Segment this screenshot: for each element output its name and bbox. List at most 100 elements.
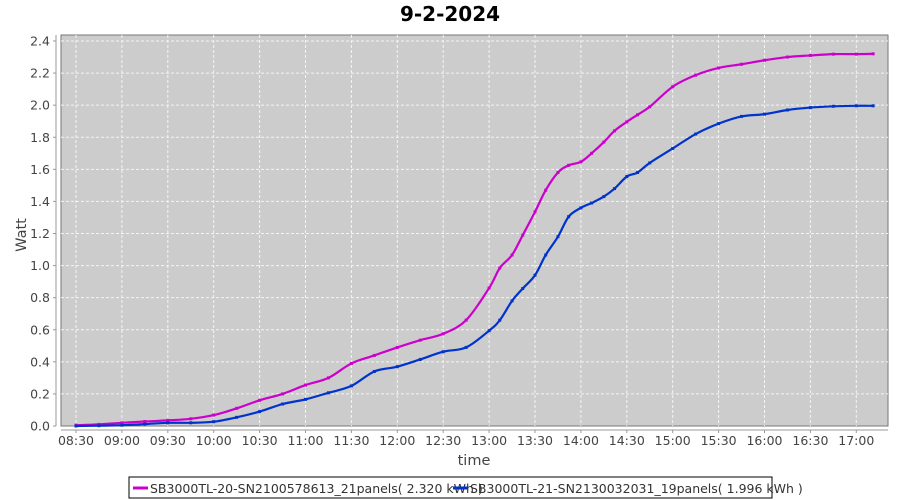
- data-point-series-1: [636, 113, 640, 117]
- data-point-series-2: [740, 114, 744, 118]
- y-tick-label: 1.6: [30, 162, 50, 177]
- data-point-series-1: [464, 318, 468, 322]
- x-tick-label: 12:00: [379, 433, 415, 448]
- data-point-series-2: [556, 235, 560, 239]
- data-point-series-2: [636, 171, 640, 175]
- x-axis: 08:30 09:00 09:30 10:00 10:30 11:00 11:30 12:00…: [58, 429, 888, 448]
- data-point-series-1: [579, 160, 583, 164]
- data-point-series-1: [544, 188, 548, 192]
- y-tick-label: 2.2: [30, 66, 50, 81]
- data-point-series-2: [372, 369, 376, 373]
- data-point-series-2: [487, 329, 491, 333]
- data-point-series-1: [143, 420, 147, 424]
- y-tick-label: 2.4: [30, 34, 50, 49]
- data-point-series-1: [166, 418, 170, 422]
- data-point-series-2: [533, 273, 537, 277]
- x-axis-label: time: [458, 453, 491, 469]
- x-tick-label: 15:00: [655, 433, 691, 448]
- y-tick-label: 0.8: [30, 290, 50, 305]
- data-point-series-1: [602, 140, 606, 144]
- x-tick-label: 15:30: [701, 433, 737, 448]
- data-point-series-2: [579, 206, 583, 210]
- data-point-series-1: [441, 332, 445, 336]
- data-point-series-1: [372, 353, 376, 357]
- data-point-series-2: [189, 421, 193, 425]
- x-tick-label: 17:00: [838, 433, 874, 448]
- data-point-series-1: [487, 286, 491, 290]
- data-point-series-2: [567, 215, 571, 219]
- y-tick-label: 0.4: [30, 354, 50, 369]
- x-tick-label: 11:30: [333, 433, 369, 448]
- x-tick-label: 16:00: [746, 433, 782, 448]
- x-tick-label: 13:30: [517, 433, 553, 448]
- data-point-series-2: [590, 201, 594, 205]
- y-tick-label: 1.2: [30, 226, 50, 241]
- data-point-series-1: [212, 413, 216, 417]
- data-point-series-1: [258, 398, 262, 402]
- x-tick-label: 12:30: [425, 433, 461, 448]
- data-point-series-2: [854, 104, 858, 108]
- data-point-series-1: [625, 120, 629, 124]
- data-point-series-2: [418, 357, 422, 361]
- data-point-series-2: [441, 350, 445, 354]
- data-point-series-2: [258, 410, 262, 414]
- data-point-series-2: [464, 345, 468, 349]
- x-tick-label: 09:30: [150, 433, 186, 448]
- data-point-series-1: [808, 53, 812, 57]
- data-point-series-2: [166, 421, 170, 425]
- data-point-series-1: [740, 62, 744, 66]
- y-tick-label: 0.0: [30, 419, 50, 434]
- data-point-series-1: [304, 383, 307, 387]
- y-axis-label: Watt: [14, 218, 30, 252]
- data-point-series-1: [671, 85, 675, 89]
- data-point-series-1: [533, 210, 537, 214]
- data-point-series-1: [613, 129, 617, 133]
- data-point-series-2: [97, 424, 101, 428]
- y-axis: 0.0 0.2 0.4 0.6 0.8 1.0 1.2 1.4 1.6 1.8 2.0 2.2 2.4: [30, 34, 57, 434]
- data-point-series-1: [871, 52, 875, 56]
- data-point-series-2: [763, 112, 766, 116]
- data-point-series-2: [510, 299, 514, 303]
- x-tick-label: 09:00: [104, 433, 140, 448]
- data-point-series-2: [235, 415, 239, 419]
- data-point-series-1: [189, 417, 193, 421]
- x-tick-label: 11:00: [287, 433, 323, 448]
- data-point-series-2: [281, 402, 285, 406]
- grid: [61, 35, 888, 426]
- data-point-series-2: [871, 104, 875, 108]
- data-point-series-1: [281, 392, 285, 396]
- data-point-series-1: [326, 376, 330, 380]
- data-point-series-2: [602, 195, 606, 199]
- data-point-series-2: [544, 253, 548, 257]
- data-point-series-1: [556, 171, 560, 175]
- data-point-series-1: [567, 163, 571, 167]
- data-point-series-2: [212, 420, 216, 424]
- data-point-series-2: [521, 287, 525, 291]
- x-tick-label: 10:30: [242, 433, 278, 448]
- data-point-series-2: [349, 384, 353, 388]
- data-point-series-1: [590, 151, 594, 155]
- data-point-series-1: [235, 406, 239, 410]
- data-point-series-1: [854, 52, 858, 56]
- chart-title: 9-2-2024: [400, 2, 500, 26]
- x-tick-label: 14:30: [609, 433, 645, 448]
- data-point-series-2: [648, 161, 652, 165]
- data-point-series-1: [521, 233, 525, 237]
- data-point-series-2: [831, 104, 835, 108]
- legend: [128, 476, 773, 499]
- plot-area: [60, 34, 889, 427]
- data-point-series-1: [763, 58, 766, 62]
- y-tick-label: 1.8: [30, 130, 50, 145]
- data-point-series-2: [717, 122, 721, 126]
- data-point-series-1: [395, 345, 399, 349]
- x-tick-label: 16:30: [792, 433, 828, 448]
- data-point-series-2: [785, 108, 789, 112]
- x-tick-label: 14:00: [563, 433, 599, 448]
- data-point-series-1: [648, 105, 652, 109]
- data-point-series-2: [808, 106, 812, 110]
- data-point-series-2: [613, 187, 617, 191]
- data-point-series-2: [625, 175, 629, 179]
- x-tick-label: 08:30: [58, 433, 94, 448]
- x-tick-label: 13:00: [471, 433, 507, 448]
